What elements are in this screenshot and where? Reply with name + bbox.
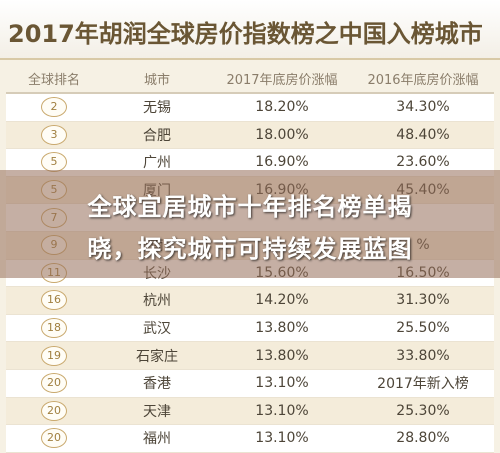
growth-2016-cell: 33.80% (352, 341, 494, 370)
rank-badge: 20 (41, 428, 67, 449)
rank-cell: 2 (6, 93, 102, 122)
table-row: 18 武汉 13.80% 25.50% (6, 314, 494, 343)
column-header-city: 城市 (102, 64, 212, 94)
growth-2017-cell: 13.10% (212, 397, 352, 426)
growth-2017-cell: 18.00% (212, 121, 352, 150)
rank-badge: 2 (41, 97, 67, 118)
table-row: 16 杭州 14.20% 31.30% (6, 286, 494, 315)
growth-2017-cell: 18.20% (212, 93, 352, 122)
table-row: 20 福州 13.10% 28.80% (6, 424, 494, 453)
title-banner: 2017年胡润全球房价指数榜之中国入榜城市 (0, 0, 500, 60)
city-cell: 福州 (102, 424, 212, 453)
growth-2017-cell: 14.20% (212, 286, 352, 315)
growth-2016-cell: 31.30% (352, 286, 494, 315)
headline-line-1: 全球宜居城市十年排名榜单揭 (87, 193, 413, 221)
city-cell: 香港 (102, 369, 212, 398)
rank-badge: 20 (41, 373, 67, 394)
rank-cell: 18 (6, 314, 102, 343)
growth-2016-cell: 48.40% (352, 121, 494, 150)
growth-2016-cell: 34.30% (352, 93, 494, 122)
headline-line-2: 晓，探究城市可持续发展蓝图 (87, 235, 413, 263)
table-row: 2 无锡 18.20% 34.30% (6, 93, 494, 122)
growth-2016-cell: 2017年新入榜 (352, 369, 494, 398)
headline-overlay: 全球宜居城市十年排名榜单揭 晓，探究城市可持续发展蓝图 (0, 170, 500, 278)
city-cell: 天津 (102, 397, 212, 426)
rank-cell: 3 (6, 121, 102, 150)
rank-badge: 16 (41, 290, 67, 311)
growth-2016-cell: 25.30% (352, 397, 494, 426)
column-header-2016-growth: 2016年底房价涨幅 (352, 64, 494, 94)
growth-2016-cell: 28.80% (352, 424, 494, 453)
growth-2017-cell: 16.90% (212, 148, 352, 177)
column-header-2017-growth: 2017年底房价涨幅 (212, 64, 352, 94)
table-row: 19 石家庄 13.80% 33.80% (6, 341, 494, 370)
growth-2016-cell: 25.50% (352, 314, 494, 343)
city-cell: 无锡 (102, 93, 212, 122)
table-header-row: 全球排名 城市 2017年底房价涨幅 2016年底房价涨幅 (6, 64, 494, 94)
page-title: 2017年胡润全球房价指数榜之中国入榜城市 (8, 20, 483, 48)
growth-2017-cell: 13.80% (212, 314, 352, 343)
city-cell: 杭州 (102, 286, 212, 315)
rank-badge: 19 (41, 345, 67, 366)
rank-badge: 20 (41, 400, 67, 421)
rank-badge: 18 (41, 318, 67, 339)
rank-cell: 20 (6, 369, 102, 398)
rank-cell: 20 (6, 424, 102, 453)
growth-2017-cell: 13.10% (212, 369, 352, 398)
table-row: 20 天津 13.10% 25.30% (6, 397, 494, 426)
table-row: 20 香港 13.10% 2017年新入榜 (6, 369, 494, 398)
rank-cell: 16 (6, 286, 102, 315)
city-cell: 石家庄 (102, 341, 212, 370)
city-cell: 合肥 (102, 121, 212, 150)
rank-cell: 20 (6, 397, 102, 426)
city-cell: 武汉 (102, 314, 212, 343)
column-header-global-rank: 全球排名 (6, 64, 102, 94)
growth-2017-cell: 13.80% (212, 341, 352, 370)
table-row: 3 合肥 18.00% 48.40% (6, 121, 494, 150)
rank-badge: 3 (41, 124, 67, 145)
growth-2017-cell: 13.10% (212, 424, 352, 453)
rank-cell: 19 (6, 341, 102, 370)
